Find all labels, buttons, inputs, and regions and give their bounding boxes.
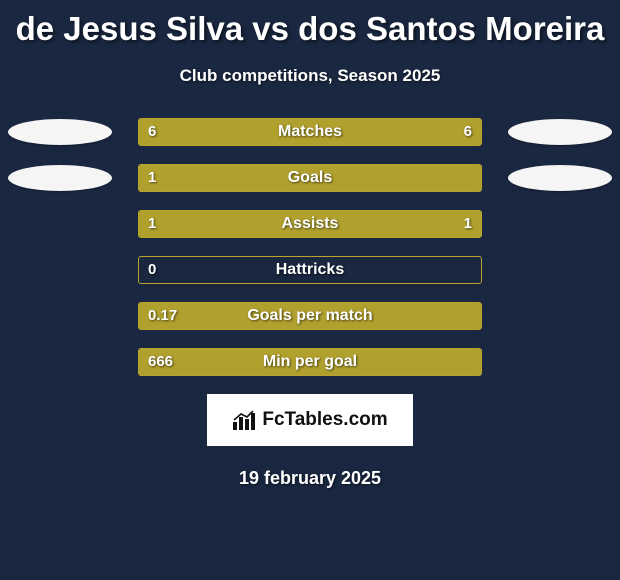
team-badge-right: [508, 119, 612, 145]
stats-container: 66Matches 1Goals 11Assists 0Hattricks 0.17Go…: [0, 118, 620, 376]
stat-row: 1Goals: [0, 164, 620, 192]
stat-row: 0.17Goals per match: [0, 302, 620, 330]
page-subtitle: Club competitions, Season 2025: [0, 66, 620, 86]
logo-box: FcTables.com: [207, 394, 413, 446]
date-label: 19 february 2025: [0, 468, 620, 489]
stat-label: Assists: [138, 210, 482, 238]
stat-row: 11Assists: [0, 210, 620, 238]
stat-label: Hattricks: [138, 256, 482, 284]
team-badge-right: [508, 165, 612, 191]
chart-icon: [232, 410, 256, 430]
stat-label: Goals: [138, 164, 482, 192]
logo-text: FcTables.com: [262, 409, 387, 431]
stat-row: 66Matches: [0, 118, 620, 146]
stat-label: Min per goal: [138, 348, 482, 376]
stat-row: 666Min per goal: [0, 348, 620, 376]
page-title: de Jesus Silva vs dos Santos Moreira: [0, 0, 620, 48]
team-badge-left: [8, 165, 112, 191]
stat-label: Goals per match: [138, 302, 482, 330]
team-badge-left: [8, 119, 112, 145]
stat-row: 0Hattricks: [0, 256, 620, 284]
stat-label: Matches: [138, 118, 482, 146]
